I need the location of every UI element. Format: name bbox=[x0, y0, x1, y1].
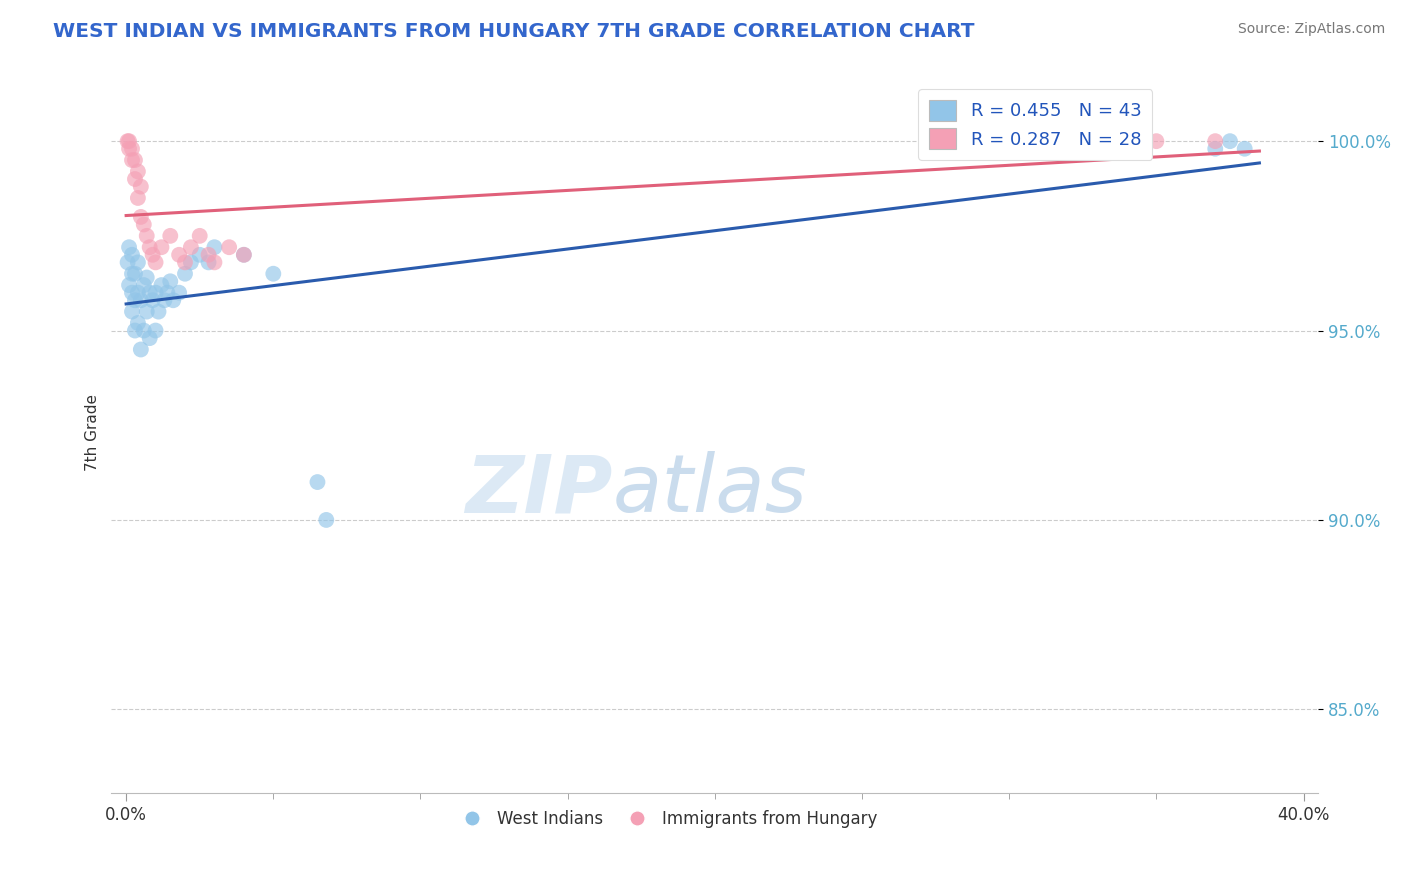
Point bbox=[121, 142, 143, 156]
Point bbox=[127, 316, 149, 330]
Point bbox=[145, 324, 167, 338]
Point bbox=[232, 248, 254, 262]
Point bbox=[129, 210, 152, 224]
Point bbox=[148, 304, 170, 318]
Point bbox=[138, 285, 160, 300]
Point bbox=[124, 153, 146, 167]
Point bbox=[204, 240, 226, 254]
Point bbox=[159, 274, 181, 288]
Point bbox=[167, 248, 190, 262]
Point bbox=[129, 293, 152, 308]
Text: Source: ZipAtlas.com: Source: ZipAtlas.com bbox=[1237, 22, 1385, 37]
Point bbox=[156, 285, 179, 300]
Point bbox=[204, 255, 226, 269]
Point bbox=[121, 304, 143, 318]
Point bbox=[124, 293, 146, 308]
Point bbox=[174, 267, 197, 281]
Point bbox=[315, 513, 337, 527]
Point bbox=[127, 285, 149, 300]
Point bbox=[118, 134, 141, 148]
Point bbox=[197, 255, 219, 269]
Y-axis label: 7th Grade: 7th Grade bbox=[86, 394, 100, 471]
Point bbox=[127, 255, 149, 269]
Point bbox=[218, 240, 240, 254]
Point bbox=[188, 228, 211, 243]
Point bbox=[138, 331, 160, 345]
Point bbox=[127, 191, 149, 205]
Point bbox=[132, 218, 155, 232]
Point bbox=[135, 304, 157, 318]
Point bbox=[307, 475, 329, 489]
Point bbox=[129, 343, 152, 357]
Point bbox=[1233, 142, 1256, 156]
Point bbox=[142, 293, 165, 308]
Point bbox=[129, 179, 152, 194]
Point bbox=[197, 248, 219, 262]
Point bbox=[121, 267, 143, 281]
Point bbox=[167, 285, 190, 300]
Point bbox=[121, 153, 143, 167]
Point bbox=[1219, 134, 1241, 148]
Point bbox=[150, 240, 173, 254]
Text: WEST INDIAN VS IMMIGRANTS FROM HUNGARY 7TH GRADE CORRELATION CHART: WEST INDIAN VS IMMIGRANTS FROM HUNGARY 7… bbox=[53, 22, 974, 41]
Point bbox=[135, 270, 157, 285]
Point bbox=[142, 248, 165, 262]
Point bbox=[145, 255, 167, 269]
Point bbox=[145, 285, 167, 300]
Point bbox=[118, 142, 141, 156]
Point bbox=[1204, 134, 1226, 148]
Text: ZIP: ZIP bbox=[465, 451, 612, 529]
Point bbox=[118, 278, 141, 293]
Point bbox=[124, 324, 146, 338]
Point bbox=[118, 240, 141, 254]
Point bbox=[117, 255, 139, 269]
Point bbox=[159, 228, 181, 243]
Point bbox=[153, 293, 176, 308]
Point bbox=[180, 255, 202, 269]
Point bbox=[188, 248, 211, 262]
Point bbox=[127, 164, 149, 178]
Point bbox=[132, 324, 155, 338]
Point bbox=[121, 285, 143, 300]
Point bbox=[124, 172, 146, 186]
Point bbox=[124, 267, 146, 281]
Point bbox=[138, 240, 160, 254]
Point bbox=[117, 134, 139, 148]
Point bbox=[1144, 134, 1167, 148]
Legend: West Indians, Immigrants from Hungary: West Indians, Immigrants from Hungary bbox=[449, 804, 884, 835]
Point bbox=[132, 278, 155, 293]
Point bbox=[174, 255, 197, 269]
Text: atlas: atlas bbox=[612, 451, 807, 529]
Point bbox=[180, 240, 202, 254]
Point bbox=[162, 293, 184, 308]
Point bbox=[262, 267, 284, 281]
Point bbox=[1204, 142, 1226, 156]
Point bbox=[150, 278, 173, 293]
Point bbox=[135, 228, 157, 243]
Point bbox=[232, 248, 254, 262]
Point bbox=[121, 248, 143, 262]
